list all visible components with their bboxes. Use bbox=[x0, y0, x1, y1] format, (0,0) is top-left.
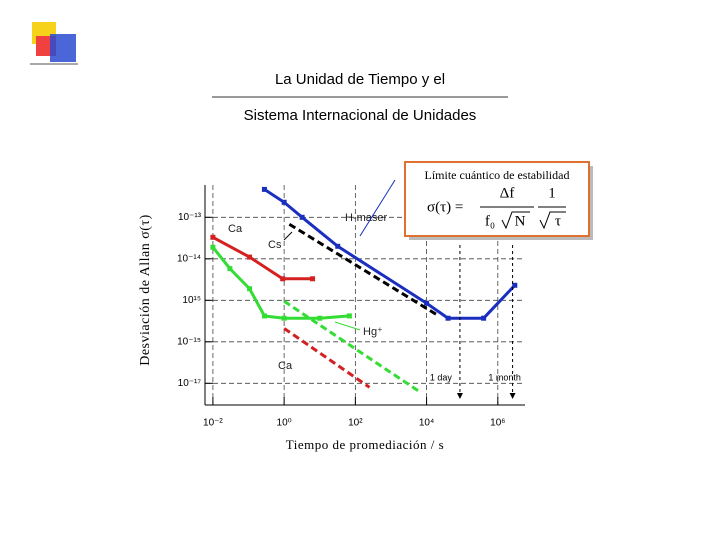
series-label: Cs bbox=[268, 239, 282, 251]
annotation-arrow bbox=[509, 393, 516, 399]
marker bbox=[424, 300, 430, 306]
series-line bbox=[288, 222, 440, 318]
series-line bbox=[263, 188, 516, 320]
marker bbox=[512, 282, 518, 288]
marker bbox=[281, 315, 287, 321]
annotation-label: 1 day bbox=[430, 372, 453, 382]
formula: 1 bbox=[548, 185, 556, 201]
leader-line bbox=[283, 231, 293, 241]
logo-square bbox=[50, 34, 76, 62]
series-line bbox=[283, 299, 421, 393]
marker bbox=[247, 254, 253, 260]
formula: N bbox=[515, 213, 526, 229]
formula: Δf bbox=[500, 185, 515, 201]
box-title: Límite cuántico de estabilidad bbox=[425, 168, 570, 182]
marker bbox=[299, 214, 305, 220]
marker bbox=[335, 243, 341, 249]
x-tick-label: 10⁴ bbox=[419, 418, 434, 429]
series-label: Ca bbox=[228, 223, 243, 235]
marker bbox=[317, 315, 323, 321]
marker bbox=[227, 266, 233, 272]
marker bbox=[346, 313, 352, 319]
series-label: Hg⁺ bbox=[363, 326, 383, 338]
radical bbox=[539, 211, 566, 230]
formula: f₀ bbox=[485, 213, 495, 229]
title: La Unidad de Tiempo y el bbox=[275, 71, 445, 88]
series-label: H-maser bbox=[345, 212, 388, 224]
x-axis-label: Tiempo de promediación / s bbox=[286, 437, 444, 452]
series-line bbox=[283, 327, 371, 389]
y-tick-label: 10⁻¹⁷ bbox=[178, 378, 202, 389]
y-tick-label: 10⁻¹³ bbox=[178, 212, 202, 223]
formula: σ(τ) = bbox=[427, 199, 463, 215]
series-label: Ca bbox=[278, 360, 293, 372]
marker bbox=[247, 286, 253, 292]
formula-box bbox=[404, 161, 590, 237]
x-tick-label: 10⁰ bbox=[277, 418, 292, 429]
marker bbox=[261, 186, 267, 192]
y-tick-label: 10⁻¹⁴ bbox=[177, 253, 201, 264]
y-tick-label: 10⁻¹⁵ bbox=[177, 336, 201, 347]
annotation-label: 1 month bbox=[488, 372, 521, 382]
marker bbox=[210, 234, 216, 240]
marker bbox=[261, 313, 267, 319]
marker bbox=[210, 244, 216, 250]
leader-line bbox=[334, 321, 361, 331]
marker bbox=[310, 276, 316, 282]
radical bbox=[501, 211, 530, 230]
annotation-arrow bbox=[456, 393, 463, 399]
marker bbox=[445, 315, 451, 321]
x-tick-label: 10⁶ bbox=[490, 418, 505, 429]
y-tick-label: 10¹⁵ bbox=[182, 295, 201, 306]
x-tick-label: 10² bbox=[348, 418, 363, 429]
x-tick-label: 10⁻² bbox=[203, 418, 223, 429]
marker bbox=[280, 276, 286, 282]
subtitle: Sistema Internacional de Unidades bbox=[244, 107, 477, 124]
series-line bbox=[212, 235, 313, 281]
marker bbox=[281, 199, 287, 205]
marker bbox=[481, 315, 487, 321]
leader-line bbox=[359, 179, 396, 237]
y-axis-label: Desviación de Allan σ(τ) bbox=[138, 214, 153, 366]
formula: τ bbox=[555, 213, 561, 229]
